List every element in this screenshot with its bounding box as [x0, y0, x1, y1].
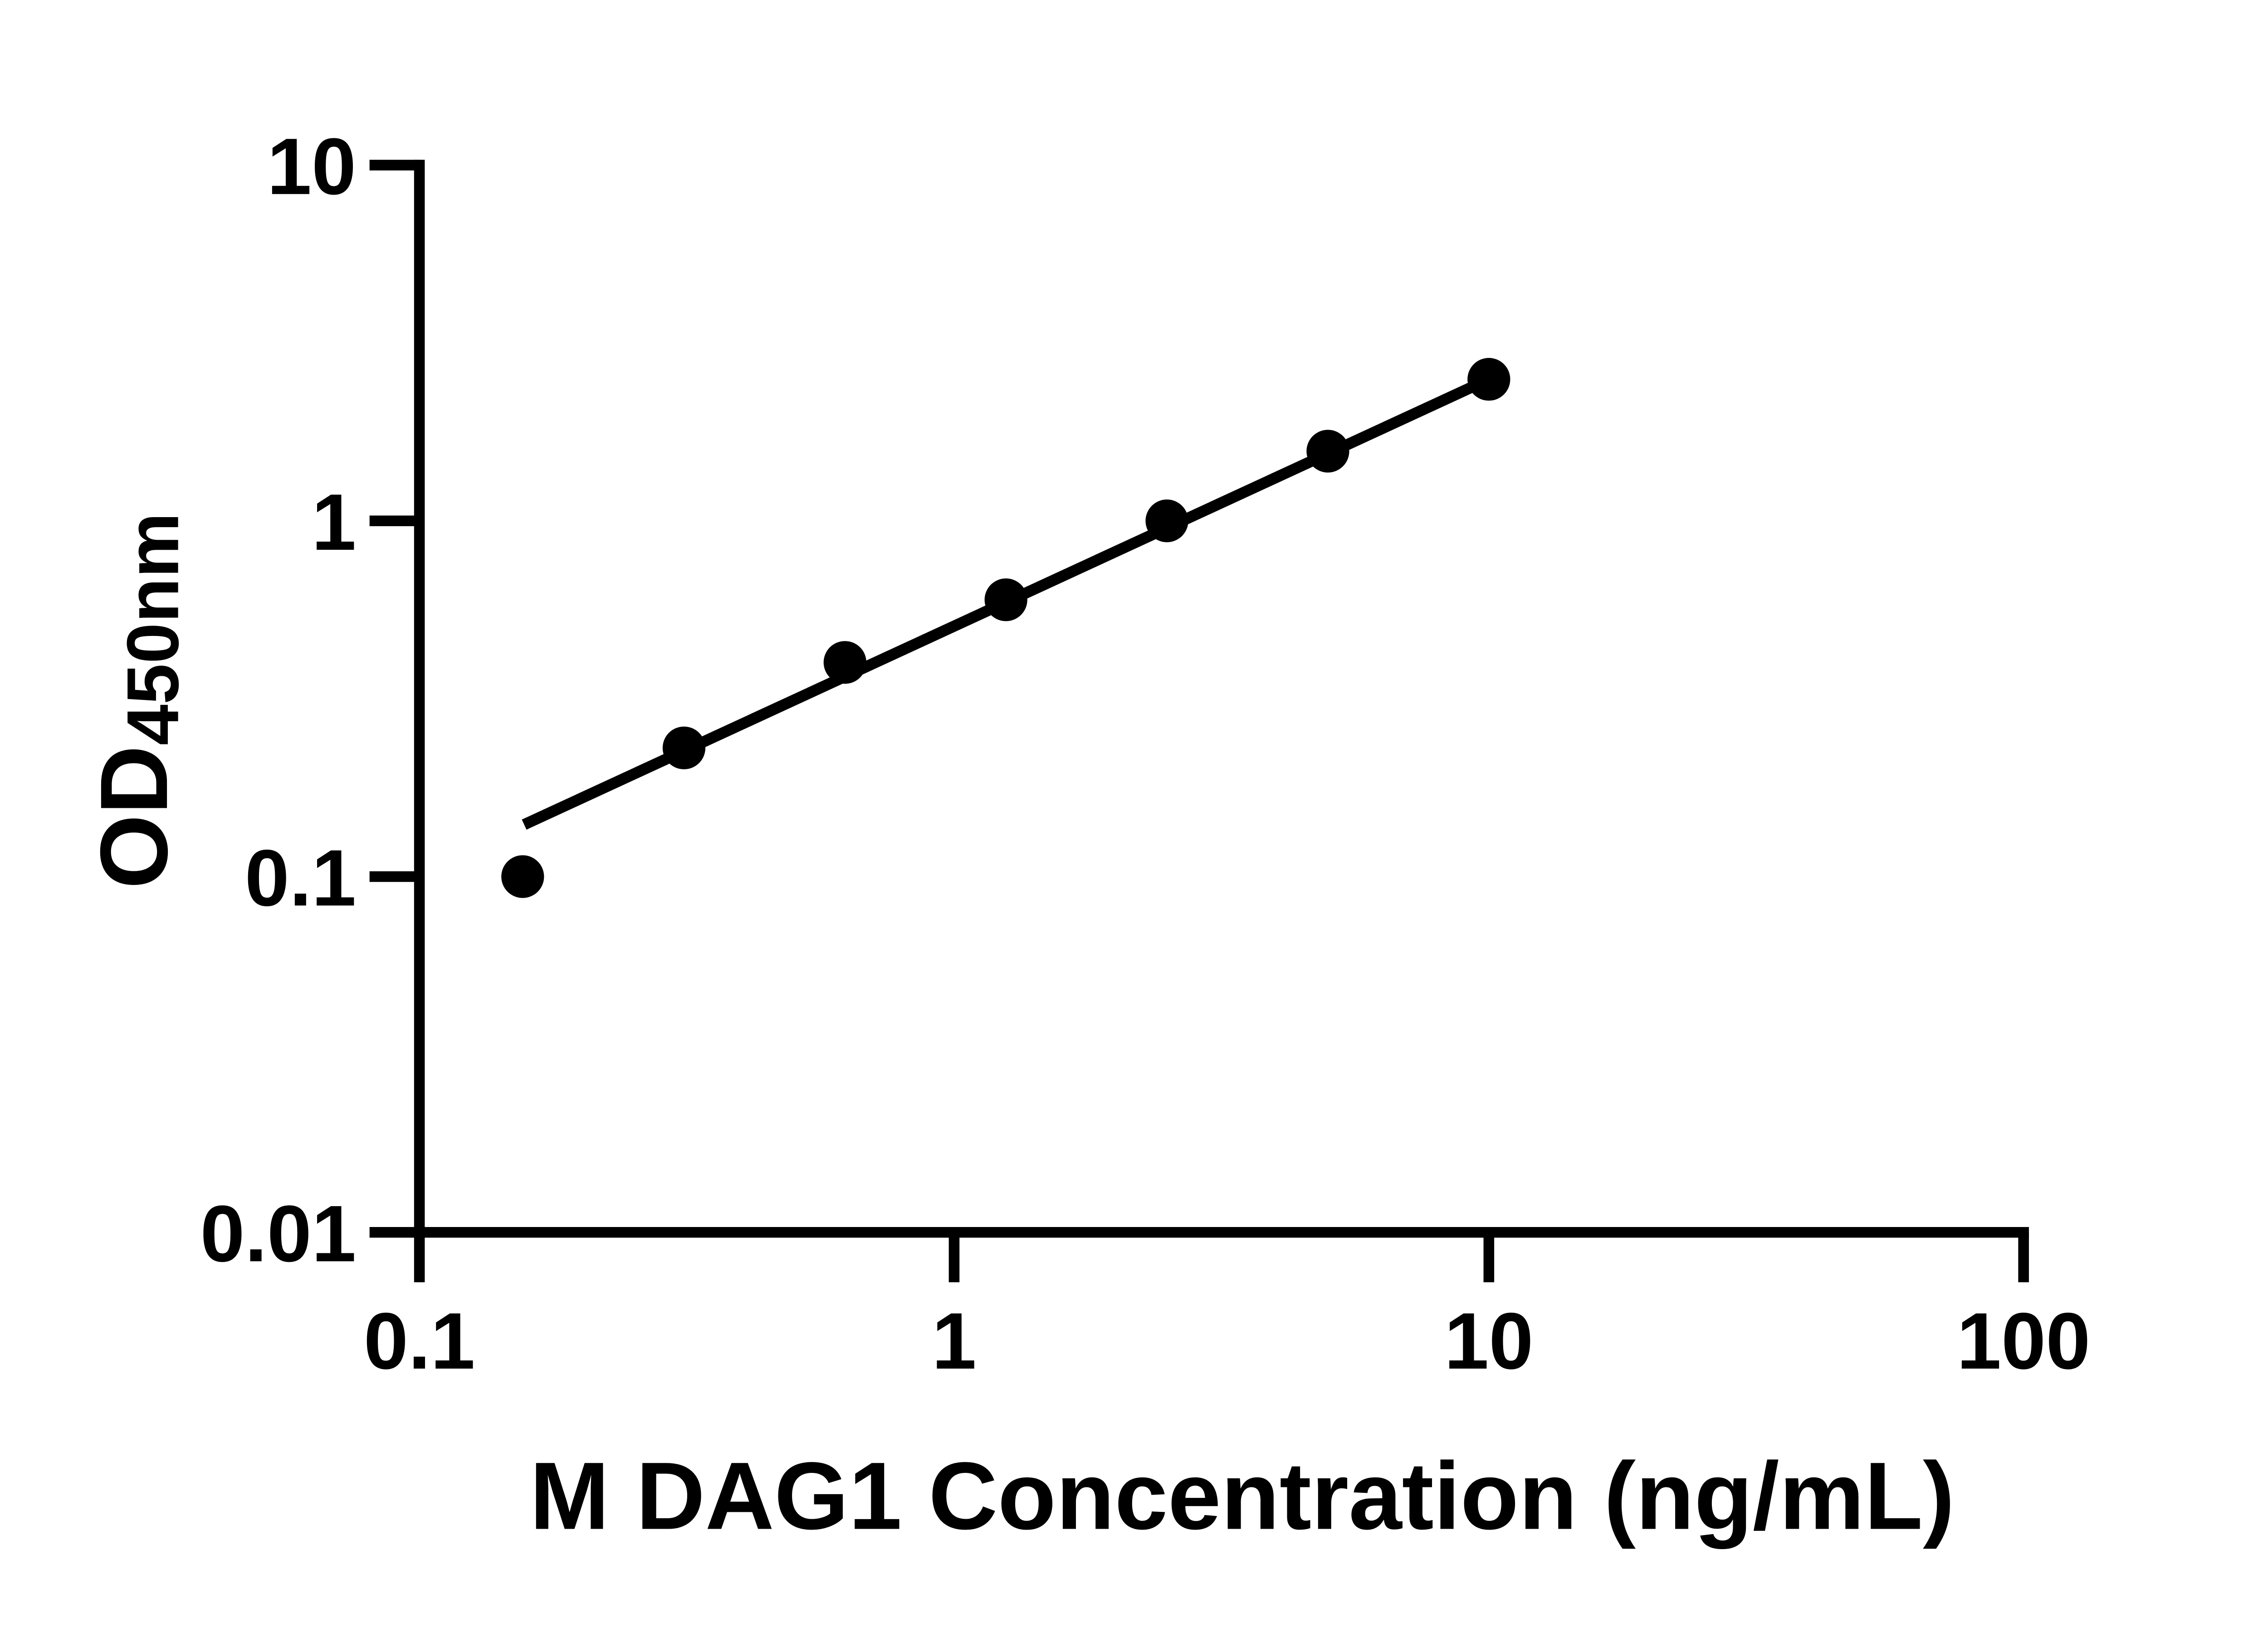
- x-tick-label: 10: [1444, 1296, 1534, 1386]
- data-point: [501, 855, 544, 898]
- data-point: [1306, 430, 1349, 473]
- y-tick-label: 0.01: [200, 1189, 356, 1279]
- data-point: [1467, 358, 1510, 401]
- y-axis-title-main: OD: [80, 745, 187, 889]
- y-axis-title-sub: 450nm: [112, 513, 194, 745]
- y-tick-label: 0.1: [245, 833, 357, 923]
- x-tick-label: 0.1: [364, 1296, 475, 1386]
- data-point: [662, 726, 706, 769]
- y-axis-title: OD450nm: [80, 513, 194, 889]
- y-tick-label: 1: [312, 478, 356, 567]
- data-point: [984, 578, 1027, 621]
- x-tick-label: 1: [932, 1296, 976, 1386]
- x-tick-label: 100: [1957, 1296, 2091, 1386]
- data-point: [1145, 499, 1188, 543]
- y-tick-label: 10: [267, 122, 357, 211]
- data-point: [823, 641, 866, 684]
- x-axis-title: M DAG1 Concentration (ng/mL): [530, 1442, 1955, 1549]
